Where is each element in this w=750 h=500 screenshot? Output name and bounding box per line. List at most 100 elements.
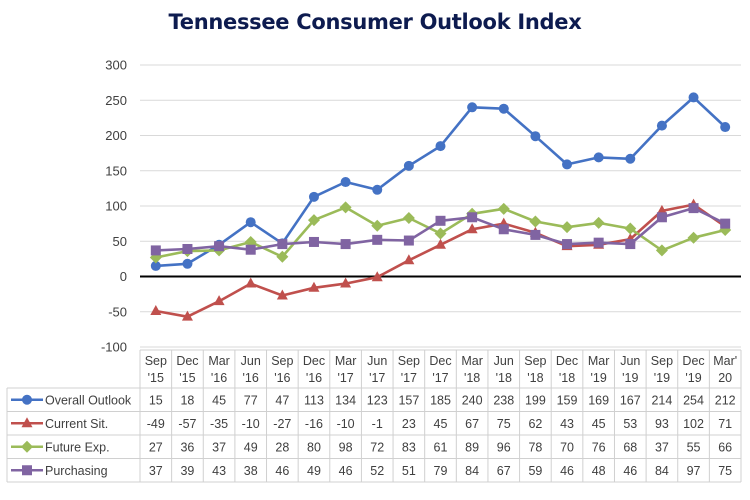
legend-marker: [21, 440, 33, 453]
legend-label: Overall Outlook: [45, 393, 132, 407]
data-point: [372, 184, 383, 195]
data-point: [593, 237, 604, 248]
table-cell: 37: [149, 464, 163, 478]
table-cell: 46: [275, 464, 289, 478]
table-cell: 84: [655, 464, 669, 478]
category-label: '16: [243, 371, 259, 385]
table-cell: 61: [434, 440, 448, 454]
data-point: [371, 219, 384, 232]
data-point: [276, 250, 289, 263]
data-point: [562, 239, 573, 250]
table-cell: 15: [149, 393, 163, 407]
table-cell: 83: [402, 440, 416, 454]
data-point: [688, 92, 699, 103]
data-point: [592, 216, 605, 229]
data-point: [340, 239, 351, 250]
table-cell: 23: [402, 417, 416, 431]
table-cell: -10: [337, 417, 355, 431]
table-cell: -49: [147, 417, 165, 431]
table-cell: 39: [180, 464, 194, 478]
y-tick-label: -100: [101, 340, 127, 355]
table-cell: 52: [370, 464, 384, 478]
table-cell: 102: [683, 417, 704, 431]
data-point: [213, 295, 225, 306]
data-point: [403, 160, 414, 171]
data-point: [530, 131, 541, 142]
category-label: '18: [496, 371, 512, 385]
legend-label: Purchasing: [45, 464, 108, 478]
table-cell: 48: [592, 464, 606, 478]
table-cell: 18: [180, 393, 194, 407]
table-cell: 159: [557, 393, 578, 407]
table-cell: 43: [560, 417, 574, 431]
category-label: Mar: [335, 354, 357, 368]
data-point: [720, 218, 731, 229]
table-cell: -57: [178, 417, 196, 431]
category-label: Jun: [620, 354, 640, 368]
data-point: [340, 277, 352, 288]
table-cell: 254: [683, 393, 704, 407]
data-point: [720, 122, 731, 133]
table-cell: 38: [244, 464, 258, 478]
table-cell: 67: [497, 464, 511, 478]
data-point: [403, 235, 414, 246]
table-cell: 43: [212, 464, 226, 478]
chart-title: Tennessee Consumer Outlook Index: [168, 10, 582, 34]
table-cell: -10: [242, 417, 260, 431]
table-cell: 46: [339, 464, 353, 478]
table-cell: 212: [715, 393, 736, 407]
table-cell: 45: [212, 393, 226, 407]
data-point: [308, 191, 319, 202]
table-cell: 167: [620, 393, 641, 407]
data-point: [307, 214, 320, 227]
category-label: Mar: [588, 354, 610, 368]
data-point: [245, 217, 256, 228]
table-cell: 67: [465, 417, 479, 431]
data-point: [435, 141, 446, 152]
table-cell: 37: [655, 440, 669, 454]
data-point: [497, 202, 510, 215]
table-cell: 36: [180, 440, 194, 454]
table-cell: 68: [623, 440, 637, 454]
table-cell: 66: [718, 440, 732, 454]
table-cell: 75: [718, 464, 732, 478]
category-label: '17: [369, 371, 385, 385]
data-point: [467, 102, 478, 113]
table-cell: 27: [149, 440, 163, 454]
y-tick-label: -50: [108, 304, 127, 319]
data-point: [656, 212, 667, 223]
data-point: [467, 212, 478, 223]
table-cell: 77: [244, 393, 258, 407]
data-point: [498, 224, 509, 235]
table-cell: 79: [434, 464, 448, 478]
category-label: Dec: [176, 354, 198, 368]
category-label: Jun: [241, 354, 261, 368]
category-label: Jun: [367, 354, 387, 368]
y-tick-label: 250: [105, 93, 127, 108]
data-point: [402, 211, 415, 224]
y-tick-label: 50: [113, 234, 127, 249]
table-cell: 49: [244, 440, 258, 454]
data-point: [688, 203, 699, 214]
data-point: [624, 222, 637, 235]
table-cell: -1: [372, 417, 383, 431]
category-label: '16: [306, 371, 322, 385]
table-cell: 76: [592, 440, 606, 454]
table-cell: 240: [462, 393, 483, 407]
y-tick-label: 0: [120, 269, 127, 284]
legend-marker: [21, 417, 33, 428]
data-point: [562, 159, 573, 170]
data-point: [181, 310, 193, 321]
data-point: [182, 258, 193, 269]
data-point: [530, 229, 541, 240]
data-point: [182, 244, 193, 255]
data-point: [656, 120, 667, 131]
data-point: [435, 215, 446, 226]
legend-label: Current Sit.: [45, 417, 108, 431]
table-cell: 93: [655, 417, 669, 431]
data-point: [561, 221, 574, 234]
category-label: Dec: [556, 354, 578, 368]
category-label: '16: [211, 371, 227, 385]
category-label: '17: [432, 371, 448, 385]
